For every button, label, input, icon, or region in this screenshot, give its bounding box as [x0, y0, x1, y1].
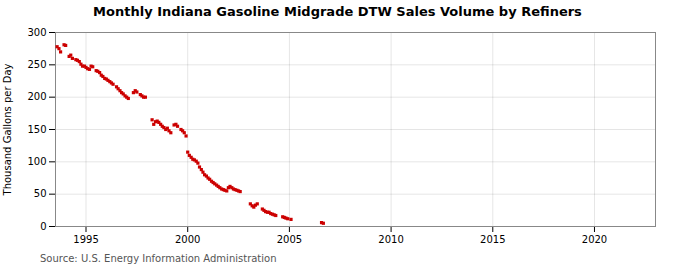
svg-text:300: 300	[27, 27, 46, 38]
svg-text:1995: 1995	[73, 234, 98, 245]
svg-text:2005: 2005	[277, 234, 302, 245]
svg-text:Thousand Gallons per Day: Thousand Gallons per Day	[2, 63, 13, 196]
svg-text:100: 100	[27, 156, 46, 167]
svg-text:2010: 2010	[378, 234, 403, 245]
svg-text:2020: 2020	[582, 234, 607, 245]
svg-text:50: 50	[34, 188, 47, 199]
svg-text:200: 200	[27, 91, 46, 102]
html-text:Monthly Indiana Gasoline Midgr: Monthly Indiana Gasoline Midgrade DTW Sa…	[93, 4, 582, 19]
html-text:Source: U.S. Energy Informatio: Source: U.S. Energy Information Administ…	[40, 253, 277, 264]
svg-text:250: 250	[27, 59, 46, 70]
svg-text:2015: 2015	[480, 234, 505, 245]
svg-text:0: 0	[40, 221, 46, 232]
svg-text:2000: 2000	[175, 234, 200, 245]
svg-text:150: 150	[27, 124, 46, 135]
